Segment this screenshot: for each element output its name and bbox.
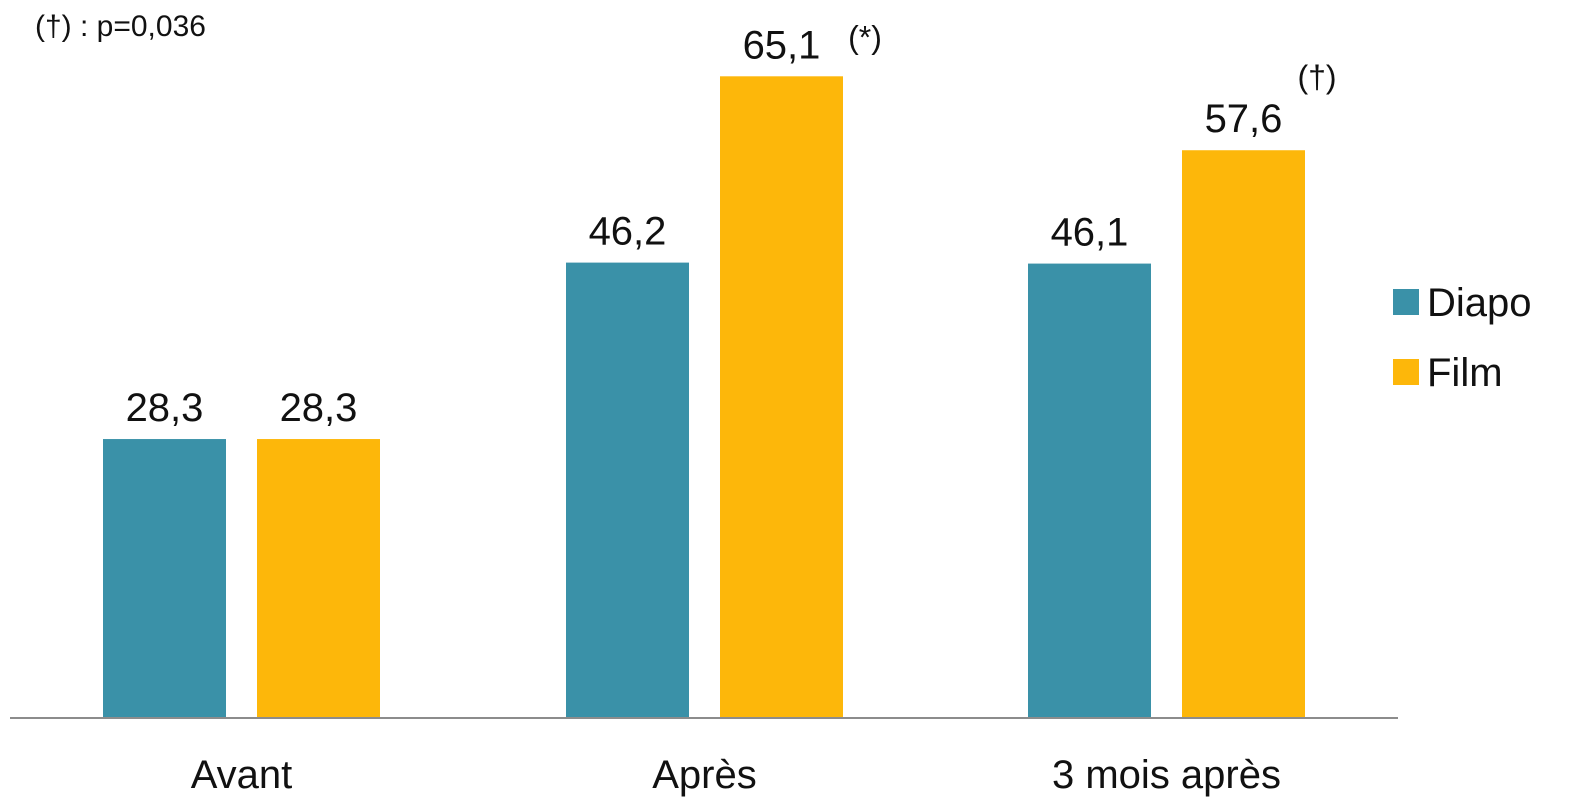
value-label-film-3: 57,6 [1205,97,1283,141]
significance-marker-film-3: (†) [1297,59,1336,95]
significance-footnote: (†) : p=0,036 [35,10,206,43]
legend: Diapo Film [1393,281,1532,395]
legend-label-diapo: Diapo [1427,281,1532,325]
category-labels-group: Avant Après 3 mois après [191,753,1281,797]
category-label-2: Après [652,753,757,797]
bar-film-2 [720,76,843,719]
bar-film-3 [1182,150,1305,718]
significance-markers-group: (*) (†) [848,19,1336,95]
bar-diapo-3 [1028,263,1151,718]
value-label-film-1: 28,3 [280,386,358,430]
bars-group [103,76,1305,719]
value-label-film-2: 65,1 [743,23,821,67]
value-label-diapo-3: 46,1 [1051,211,1129,255]
bar-diapo-1 [103,439,226,718]
category-label-3: 3 mois après [1052,753,1281,797]
legend-swatch-film [1393,359,1419,385]
category-label-1: Avant [191,753,293,797]
value-label-diapo-2: 46,2 [589,210,667,254]
value-labels-group: 28,3 28,3 46,2 65,1 46,1 57,6 [126,23,1283,430]
significance-marker-film-2: (*) [848,19,882,55]
legend-label-film: Film [1427,351,1503,395]
bar-diapo-2 [566,262,689,718]
value-label-diapo-1: 28,3 [126,386,204,430]
legend-swatch-diapo [1393,289,1419,315]
bar-film-1 [257,439,380,718]
